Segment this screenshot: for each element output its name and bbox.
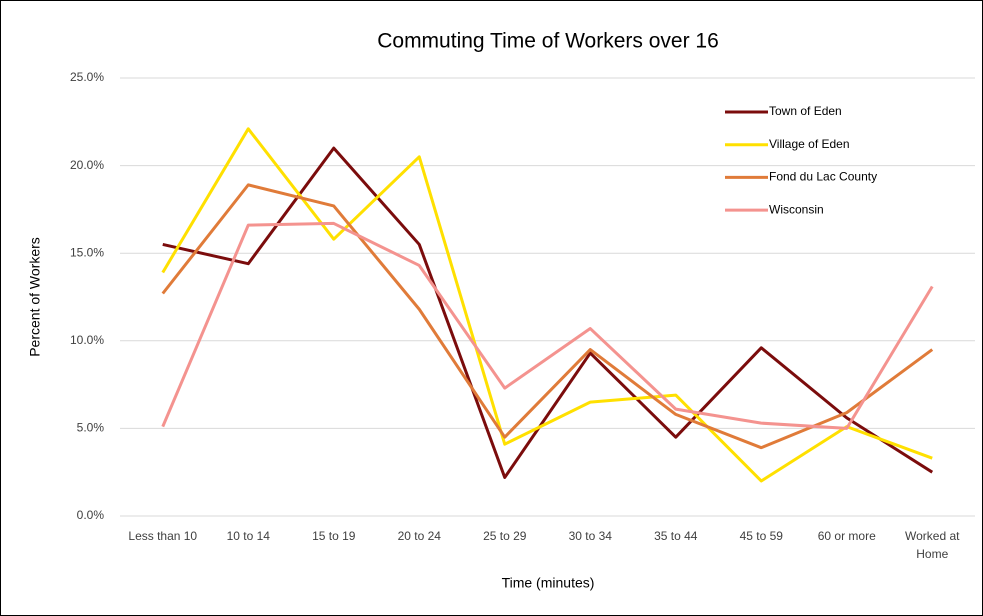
series-line (161, 127, 933, 483)
x-tick-label: 30 to 34 (569, 529, 613, 543)
x-tick-label: Worked at Home (905, 529, 960, 561)
y-tick-label: 10.0% (70, 333, 104, 347)
x-tick-label: Less than 10 (128, 529, 197, 543)
y-tick-label: 5.0% (77, 421, 105, 435)
y-tick-label: 0.0% (77, 508, 105, 522)
legend-label: Town of Eden (769, 104, 842, 118)
series-line (161, 183, 934, 450)
series-line (162, 146, 934, 479)
x-tick-label: 60 or more (818, 529, 876, 543)
y-tick-label: 15.0% (70, 245, 104, 259)
x-tick-label: 10 to 14 (227, 529, 271, 543)
x-tick-label: 15 to 19 (312, 529, 356, 543)
y-tick-label: 20.0% (70, 158, 104, 172)
y-tick-label: 25.0% (70, 70, 104, 84)
x-tick-label: 20 to 24 (398, 529, 442, 543)
legend-label: Wisconsin (769, 202, 824, 216)
x-axis-label: Time (minutes) (502, 575, 595, 591)
y-axis-label: Percent of Workers (27, 237, 43, 357)
legend-label: Fond du Lac County (769, 170, 877, 184)
chart-title: Commuting Time of Workers over 16 (377, 30, 719, 53)
legend-label: Village of Eden (769, 137, 850, 151)
x-tick-label: 45 to 59 (740, 529, 784, 543)
series-line (161, 221, 934, 430)
x-tick-label: 35 to 44 (654, 529, 698, 543)
x-tick-label: 25 to 29 (483, 529, 527, 543)
